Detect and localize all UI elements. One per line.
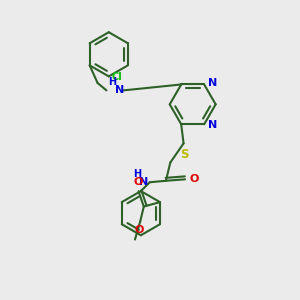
Text: N: N: [208, 120, 217, 130]
Text: O: O: [133, 177, 142, 187]
Text: N: N: [208, 78, 217, 88]
Text: N: N: [139, 177, 148, 187]
Text: O: O: [189, 174, 199, 184]
Text: O: O: [135, 225, 144, 236]
Text: N: N: [115, 85, 124, 95]
Text: H: H: [133, 169, 142, 179]
Text: Cl: Cl: [112, 72, 123, 82]
Text: S: S: [180, 148, 188, 160]
Text: H: H: [108, 77, 116, 87]
